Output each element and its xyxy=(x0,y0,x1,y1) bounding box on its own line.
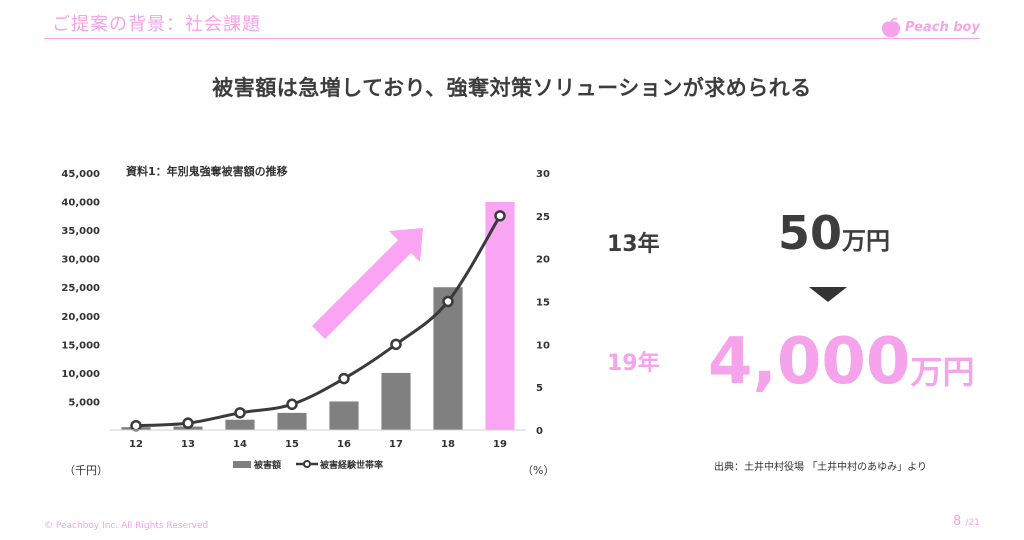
y-left-tick: 40,000 xyxy=(61,198,100,209)
to-amount: 4,000万円 xyxy=(708,325,974,399)
x-tick-17: 17 xyxy=(389,439,403,450)
legend-bar-label: 被害額 xyxy=(254,459,281,471)
from-unit: 万円 xyxy=(842,227,891,255)
page-current: 8 xyxy=(953,514,962,529)
legend-bar-swatch xyxy=(233,461,251,468)
down-arrow-icon xyxy=(809,287,847,302)
y-right-tick: 10 xyxy=(536,340,550,351)
right-axis-unit: （%） xyxy=(522,464,555,477)
y-right-tick: 15 xyxy=(536,298,550,309)
to-unit: 万円 xyxy=(910,353,975,391)
to-year: 19年 xyxy=(607,351,660,376)
growth-arrow-shape xyxy=(312,228,423,339)
x-tick-18: 18 xyxy=(441,439,455,450)
y-left-tick: 10,000 xyxy=(61,369,100,380)
section-title: ご提案の背景：社会課題 xyxy=(52,14,261,35)
bar-17 xyxy=(381,372,411,430)
rate-point-18 xyxy=(442,295,454,308)
page-total: /21 xyxy=(965,518,980,528)
legend: 被害額 被害経験世帯率 xyxy=(233,459,383,471)
bar-19 xyxy=(485,202,515,430)
rate-point-15 xyxy=(286,398,298,411)
y-left-tick: 25,000 xyxy=(61,283,100,294)
brand-logo: Peach boy xyxy=(880,17,990,43)
legend-line-marker xyxy=(303,460,311,468)
y-right-tick: 5 xyxy=(536,383,543,394)
header-divider xyxy=(44,38,980,39)
x-tick-19: 19 xyxy=(493,439,507,450)
y-left-tick: 15,000 xyxy=(61,340,100,351)
y-right-tick: 25 xyxy=(536,212,550,223)
y-left-tick: 45,000 xyxy=(61,169,100,180)
bar-series xyxy=(121,202,515,430)
chart-title: 資料1：年別鬼強奪被害額の推移 xyxy=(126,164,288,178)
growth-arrow xyxy=(312,228,423,339)
from-value: 50 xyxy=(778,206,843,260)
rate-point-17 xyxy=(390,338,402,351)
rate-point-14 xyxy=(234,407,246,419)
y-left-tick: 20,000 xyxy=(61,312,100,323)
line-series xyxy=(130,210,506,432)
y-right-tick: 30 xyxy=(536,169,550,180)
from-amount: 50万円 xyxy=(778,206,890,260)
page-number: 8 /21 xyxy=(953,514,980,529)
headline: 被害額は急増しており、強奪対策ソリューションが求められる xyxy=(212,76,812,100)
x-tick-14: 14 xyxy=(233,439,247,450)
x-tick-15: 15 xyxy=(285,439,299,450)
bar-15 xyxy=(277,412,307,430)
y-left-tick: 35,000 xyxy=(61,226,100,237)
rate-point-13 xyxy=(182,417,194,429)
source-note: 出典：土井中村役場 「土井中村のあゆみ」より xyxy=(714,462,927,473)
y-left-tick: 30,000 xyxy=(61,255,100,266)
bar-14 xyxy=(225,419,255,430)
y-left-tick: 5,000 xyxy=(68,397,100,408)
x-tick-13: 13 xyxy=(181,439,195,450)
copyright: © Peachboy Inc. All Rights Reserved xyxy=(44,521,209,531)
bar-18 xyxy=(433,287,463,430)
bar-16 xyxy=(329,401,359,430)
axes: 5,000 10,000 15,000 20,000 25,000 30,000 35,00… xyxy=(61,169,550,450)
y-right-tick: 0 xyxy=(536,426,543,437)
x-tick-12: 12 xyxy=(129,439,143,450)
damage-chart: 資料1：年別鬼強奪被害額の推移 5,000 10,000 15,000 20,000 2… xyxy=(61,164,550,471)
rate-point-12 xyxy=(130,419,142,432)
rate-point-19 xyxy=(494,210,506,222)
to-value: 4,000 xyxy=(708,325,911,399)
from-year: 13年 xyxy=(607,232,660,257)
rate-point-16 xyxy=(338,372,350,385)
legend-line-label: 被害経験世帯率 xyxy=(320,459,383,471)
logo-text: Peach boy xyxy=(905,20,980,35)
y-right-tick: 20 xyxy=(536,255,550,266)
x-tick-16: 16 xyxy=(337,439,351,450)
left-axis-unit: （千円） xyxy=(64,464,108,477)
peach-icon xyxy=(881,17,901,38)
